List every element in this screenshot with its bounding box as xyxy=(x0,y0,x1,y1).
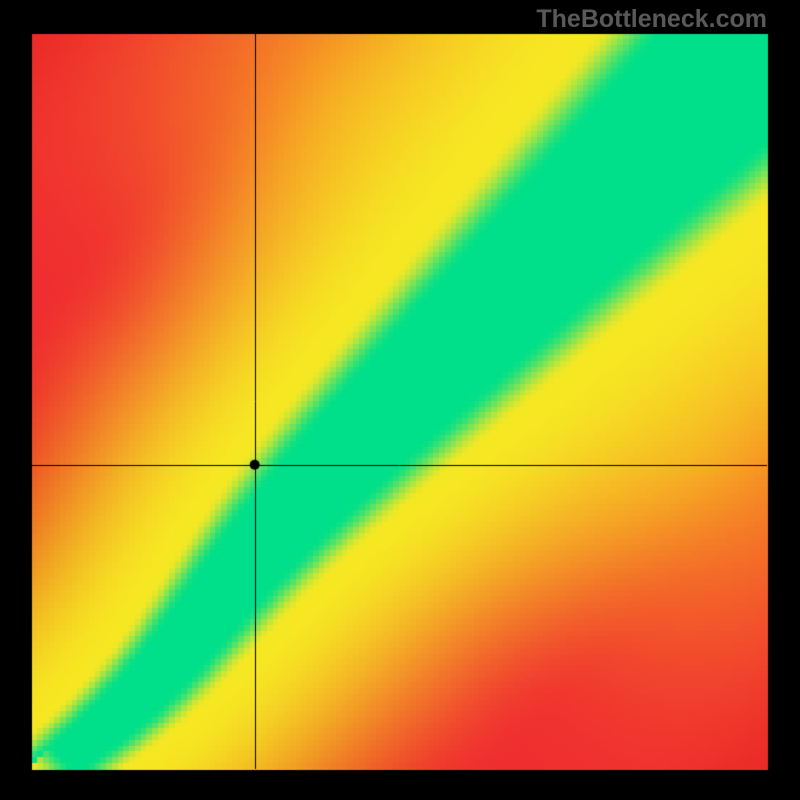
watermark-text: TheBottleneck.com xyxy=(536,5,767,34)
bottleneck-heatmap xyxy=(0,0,800,800)
chart-container: TheBottleneck.com xyxy=(0,0,800,800)
